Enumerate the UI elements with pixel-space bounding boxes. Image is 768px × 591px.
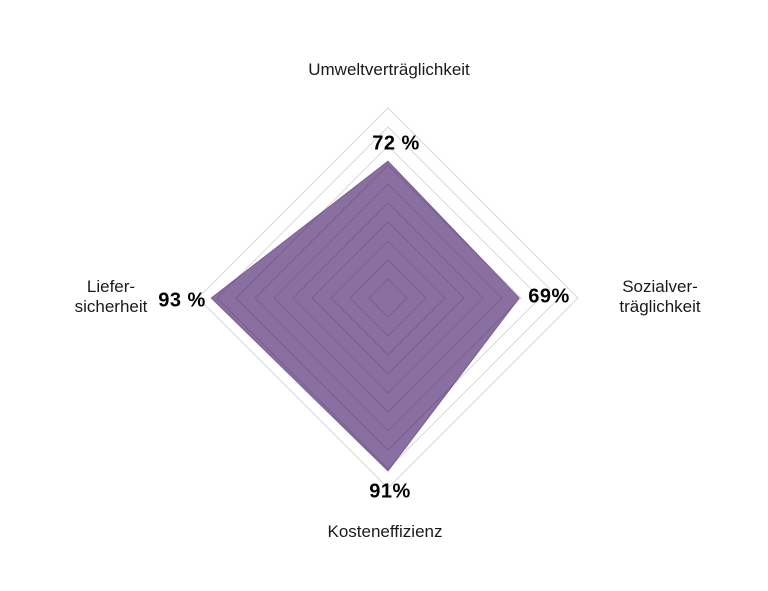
grid-ring-inner [311,221,465,375]
grid-ring-inner [349,259,427,337]
grid-ring [197,107,579,489]
grid-ring-inner [292,202,484,394]
grid-ring-inner [273,183,503,413]
axis-label-line: Sozialver- [622,276,698,296]
grid-ring-inner [368,278,408,318]
value-kosteneffizienz: 91% [369,480,411,503]
axis-label-line: Liefer- [86,276,136,296]
axis-label-umweltvertraeglichkeit: Umweltverträglichkeit [308,59,470,79]
axis-label-sozialvertraeglichkeit: Sozialver- träglichkeit [619,277,700,317]
axis-label-liefersicherheit: Liefer- sicherheit [75,277,148,317]
value-liefersicherheit: 93 % [158,289,206,312]
axis-label-line: träglichkeit [619,297,701,316]
axis-label-kosteneffizienz: Kosteneffizienz [327,521,443,541]
value-umweltvertraeglichkeit: 72 % [372,132,420,155]
data-polygon [210,160,520,472]
value-sozialvertraeglichkeit: 69% [528,285,570,308]
axis-label-line: sicherheit [74,297,148,316]
grid-ring-inner [330,240,446,356]
